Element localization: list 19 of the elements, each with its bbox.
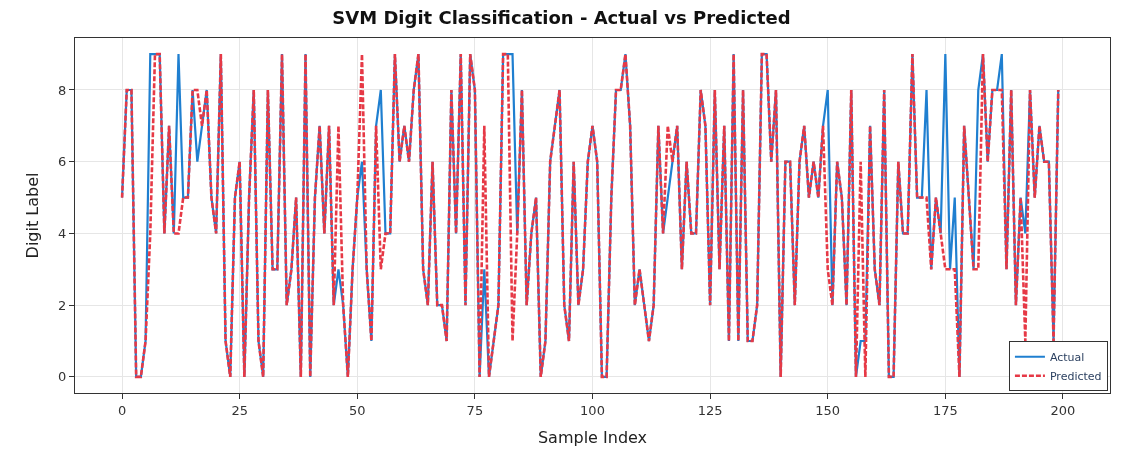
y-axis-title: Digit Label <box>23 172 43 259</box>
x-tick-label: 175 <box>932 402 958 418</box>
x-tick-label: 100 <box>580 402 605 418</box>
y-tick-label: 6 <box>58 154 67 170</box>
x-tick-label: 200 <box>1050 402 1076 418</box>
x-tick-label: 125 <box>697 402 723 418</box>
y-tick-label: 0 <box>58 369 67 385</box>
x-tick-label: 0 <box>117 402 127 418</box>
x-tick-label: 150 <box>815 402 841 418</box>
y-tick-label: 4 <box>58 225 67 241</box>
x-tick-label: 50 <box>349 402 366 418</box>
x-tick-label: 25 <box>231 402 248 418</box>
x-axis-title: Sample Index <box>537 428 648 448</box>
x-tick-label: 75 <box>466 402 484 418</box>
chart-title: SVM Digit Classification - Actual vs Predicted <box>332 7 791 28</box>
legend-label: Predicted <box>1049 370 1102 384</box>
y-tick-label: 2 <box>58 297 67 313</box>
y-tick-label: 8 <box>58 82 67 98</box>
legend-label: Actual <box>1049 351 1085 365</box>
